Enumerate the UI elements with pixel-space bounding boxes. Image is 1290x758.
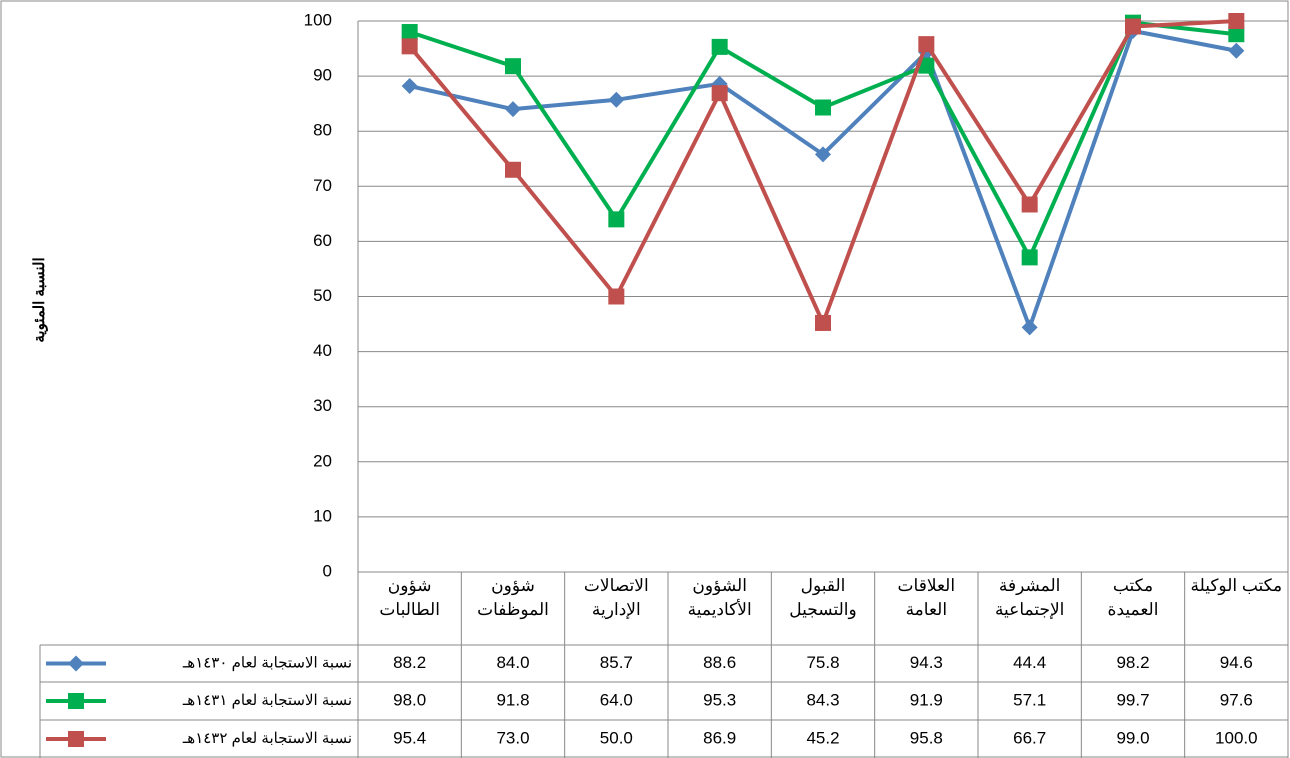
x-tick-label: القبول والتسجيل [789,576,857,619]
y-tick-label: 80 [313,121,332,140]
series-line [409,28,1237,334]
x-tick-label: شؤون الموظفات [477,576,549,619]
marker [1021,196,1038,213]
y-tick-label: 60 [313,231,332,250]
y-tick-label: 0 [323,561,332,580]
y-tick-label: 10 [313,506,332,525]
marker [815,314,831,331]
x-tick-label: الشؤون الأكاديمية [687,576,752,619]
legend-label: نسبة الاستجابة لعام ١٤٣٢هـ [182,730,352,747]
data-label: 84.0 [496,653,529,672]
data-label: 95.8 [910,728,943,747]
data-label: 91.8 [496,690,529,709]
marker [815,99,831,116]
marker [505,101,521,118]
marker [68,731,84,747]
marker [608,211,625,228]
data-label: 94.6 [1220,653,1253,672]
data-label: 99.0 [1116,728,1149,747]
marker [918,57,935,74]
y-tick-label: 70 [313,176,332,195]
data-label: 95.4 [393,728,426,747]
legend-label: نسبة الاستجابة لعام ١٤٣٠هـ [182,654,352,671]
marker [918,36,935,53]
y-tick-label: 100 [304,10,332,29]
marker [1228,13,1245,29]
marker [1228,42,1245,59]
marker [68,655,84,672]
data-label: 94.3 [910,653,943,672]
marker [401,78,418,95]
data-label: 95.3 [703,690,736,709]
y-tick-label: 40 [313,341,332,360]
x-tick-label: المشرفة الإجتماعية [994,576,1065,619]
marker [608,288,625,305]
marker [711,38,728,55]
marker [505,58,521,75]
data-label: 84.3 [806,690,839,709]
data-label: 88.6 [703,653,736,672]
marker [505,161,521,178]
data-label: 88.2 [393,653,426,672]
marker [68,693,84,709]
data-label: 45.2 [806,728,839,747]
x-tick-label: العلاقات العامة [897,576,956,619]
data-label: 91.9 [910,690,943,709]
y-tick-label: 20 [313,451,332,470]
series-line [409,20,1237,262]
marker [608,91,625,108]
data-label: 57.1 [1013,690,1046,709]
y-tick-label: 30 [313,396,332,415]
marker [1125,18,1141,35]
data-label: 86.9 [703,728,736,747]
data-label: 97.6 [1220,690,1253,709]
data-label: 50.0 [600,728,633,747]
marker [711,85,728,102]
marker [401,38,418,55]
marker [1021,249,1038,266]
data-label: 85.7 [600,653,633,672]
marker [401,24,418,41]
data-label: 64.0 [600,690,633,709]
data-label: 73.0 [496,728,529,747]
y-tick-label: 90 [313,66,332,85]
x-tick-label: الاتصالات الإدارية [583,576,649,619]
legend-label: نسبة الاستجابة لعام ١٤٣١هـ [182,692,352,709]
data-label: 75.8 [806,653,839,672]
data-label: 99.7 [1116,690,1149,709]
marker [1021,319,1038,336]
data-label: 66.7 [1013,728,1046,747]
x-tick-label: مكتب العميدة [1107,576,1159,619]
data-label: 100.0 [1215,728,1258,747]
x-tick-label: مكتب الوكيلة [1190,576,1283,595]
x-tick-label: شؤون الطالبات [379,576,440,619]
data-label: 98.2 [1116,653,1149,672]
data-label: 98.0 [393,690,426,709]
y-axis-label: النسبة المئوية [31,257,48,342]
data-label: 44.4 [1013,653,1046,672]
marker [1228,26,1245,43]
y-tick-label: 50 [313,286,332,305]
marker [815,146,831,163]
